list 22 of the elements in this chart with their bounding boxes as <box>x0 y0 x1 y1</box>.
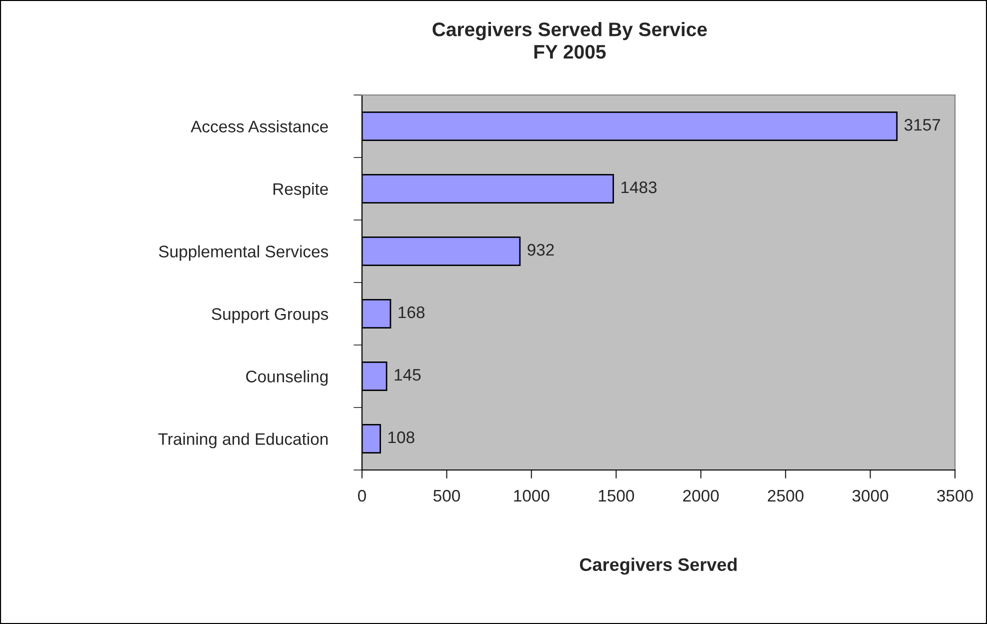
data-label: 168 <box>398 306 424 318</box>
x-tick-label: 3500 <box>937 490 973 502</box>
x-tick-label: 2000 <box>683 490 719 502</box>
x-tick-label: 500 <box>433 490 460 502</box>
data-label: 3157 <box>904 118 940 131</box>
x-tick-label: 3000 <box>852 490 888 502</box>
data-label: 145 <box>394 369 421 381</box>
data-label: 932 <box>528 244 554 256</box>
y-tick-label: Support Groups <box>212 308 328 324</box>
x-axis-title: Caregivers Served <box>580 558 737 575</box>
y-tick-label: Training and Education <box>158 432 328 448</box>
y-tick-label: Supplemental Services <box>158 245 328 261</box>
x-tick-label: 2500 <box>768 490 804 502</box>
y-tick-label: Access Assistance <box>190 120 328 132</box>
data-label: 1483 <box>621 181 657 194</box>
x-tick-label: 1000 <box>514 490 550 502</box>
data-label: 108 <box>388 431 414 444</box>
y-tick-label: Respite <box>274 182 328 198</box>
x-tick-label: 1500 <box>598 490 634 502</box>
chart-title: Caregivers Served By Service FY 2005 <box>432 22 707 59</box>
x-tick-label: 0 <box>358 490 366 502</box>
y-tick-label: Counseling <box>246 370 328 386</box>
